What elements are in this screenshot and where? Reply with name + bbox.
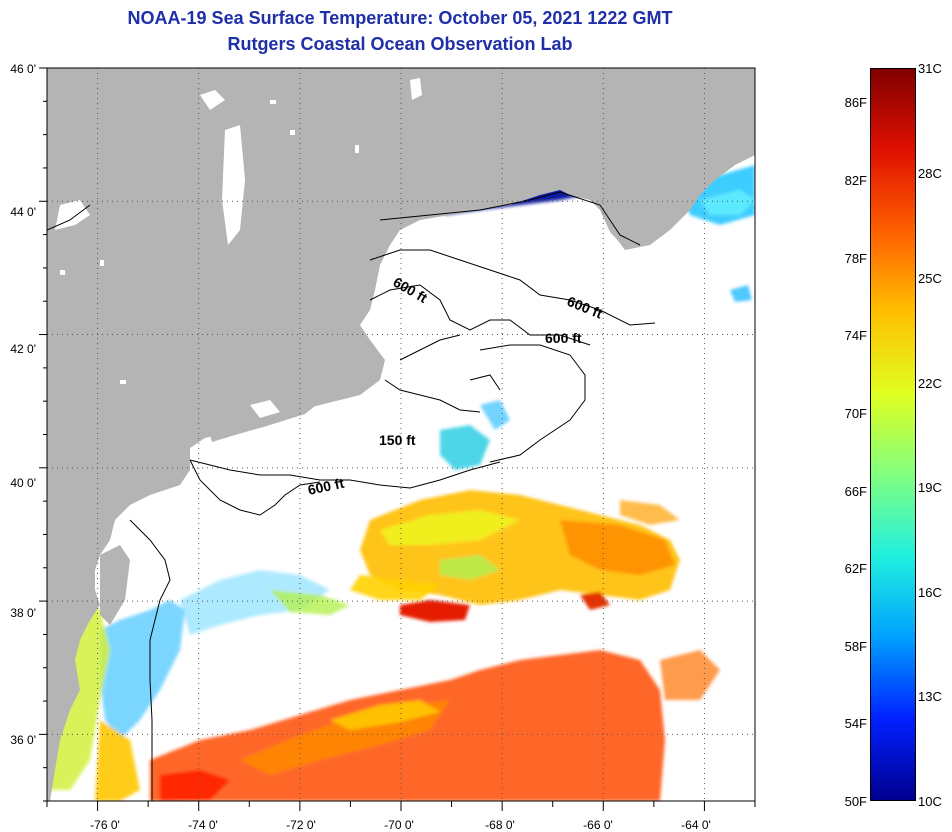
contour-label: 600 ft (306, 475, 345, 498)
colorbar-c-label: 25C (918, 271, 942, 286)
colorbar-c-label: 10C (918, 794, 942, 809)
lon-label: -72 0' (286, 818, 316, 832)
lat-label: 36 0' (10, 733, 36, 747)
colorbar-c-label: 19C (918, 480, 942, 495)
lat-label: 42 0' (10, 342, 36, 356)
colorbar-f-label: 58F (844, 639, 867, 654)
lake-speckles (60, 100, 359, 384)
colorbar-c-label: 13C (918, 689, 942, 704)
lat-label: 38 0' (10, 606, 36, 620)
colorbar-c-label: 31C (918, 61, 942, 76)
colorbar-f-label: 50F (844, 794, 867, 809)
colorbar-f-label: 66F (844, 484, 867, 499)
colorbar-f-label: 82F (844, 173, 867, 188)
colorbar-c-label: 16C (918, 585, 942, 600)
axis-ticks (39, 67, 756, 811)
contour-label: 600 ft (545, 330, 582, 346)
bathymetry-contours (47, 191, 656, 801)
graticule (47, 68, 755, 801)
colorbar-f-label: 62F (844, 561, 867, 576)
colorbar-c-label: 22C (918, 376, 942, 391)
colorbar-c-label: 28C (918, 166, 942, 181)
colorbar-f-label: 54F (844, 716, 867, 731)
lon-label: -68 0' (485, 818, 515, 832)
lon-label: -76 0' (90, 818, 120, 832)
colorbar-f-label: 78F (844, 251, 867, 266)
colorbar-f-label: 70F (844, 406, 867, 421)
map-subtitle: Rutgers Coastal Ocean Observation Lab (227, 34, 573, 54)
lon-label: -70 0' (384, 818, 414, 832)
lat-label: 46 0' (10, 62, 36, 76)
lon-label: -66 0' (583, 818, 613, 832)
temperature-colorbar (870, 68, 916, 801)
lon-label: -74 0' (188, 818, 218, 832)
colorbar-f-label: 74F (844, 328, 867, 343)
lon-label: -64 0' (681, 818, 711, 832)
map-title: NOAA-19 Sea Surface Temperature: October… (127, 8, 673, 28)
contour-label: 150 ft (379, 432, 416, 448)
colorbar-f-label: 86F (844, 95, 867, 110)
land (47, 68, 755, 801)
lat-label: 40 0' (10, 476, 36, 490)
lat-label: 44 0' (10, 205, 36, 219)
